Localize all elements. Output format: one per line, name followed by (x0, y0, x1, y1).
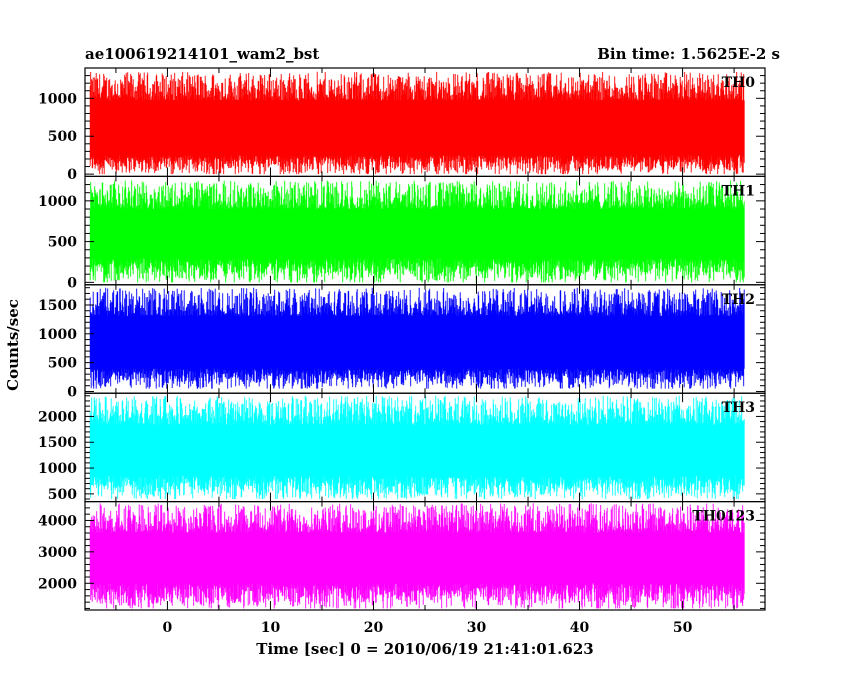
series-trace-th1 (89, 180, 745, 283)
panel-th2: 0 500 1000 1500 TH2 (38, 284, 766, 400)
x-tick-label: 50 (673, 620, 693, 636)
chart-title-right: Bin time: 1.5625E-2 s (597, 45, 780, 63)
y-tick-label: 500 (48, 235, 77, 251)
panel-label-th2: TH2 (722, 292, 755, 308)
panel-label-th0: TH0 (722, 75, 756, 91)
y-tick-label: 3000 (38, 545, 77, 561)
y-tick-label: 500 (48, 356, 77, 372)
x-tick-label: 0 (163, 620, 173, 636)
panel-label-th1: TH1 (722, 183, 755, 199)
y-tick-label: 1000 (38, 194, 77, 210)
y-tick-label: 0 (67, 167, 77, 183)
panel-th3: 500 1000 1500 2000 TH3 (38, 392, 766, 503)
y-tick-label: 4000 (38, 513, 77, 529)
y-tick-label: 0 (67, 384, 77, 400)
x-tick-label: 30 (467, 620, 487, 636)
x-tick-label: 10 (261, 620, 281, 636)
chart-panels: 0 500 1000 TH0 0 500 1000 TH1 0 500 1000 1500 TH2 500… (38, 67, 766, 611)
panel-label-th3: TH3 (722, 400, 755, 416)
panel-th0123: 2000 3000 4000 TH0123 (38, 501, 766, 611)
y-tick-label: 1500 (38, 298, 77, 314)
y-tick-label: 1000 (38, 91, 77, 107)
x-axis-label: Time [sec] 0 = 2010/06/19 21:41:01.623 (256, 640, 593, 658)
panel-label-th0123: TH0123 (692, 509, 755, 525)
y-tick-label: 1000 (38, 327, 77, 343)
y-tick-label: 500 (48, 487, 77, 503)
panel-th0: 0 500 1000 TH0 (38, 67, 766, 183)
x-tick-label: 20 (364, 620, 384, 636)
y-tick-label: 2000 (38, 409, 77, 425)
series-trace-th0123 (89, 503, 745, 609)
y-tick-label: 1500 (38, 435, 77, 451)
y-tick-label: 2000 (38, 576, 77, 592)
y-tick-label: 1000 (38, 461, 77, 477)
y-tick-label: 0 (67, 275, 77, 291)
panel-th1: 0 500 1000 TH1 (38, 175, 766, 291)
chart-title-left: ae100619214101_wam2_bst (85, 45, 319, 63)
y-axis-label: Counts/sec (4, 299, 22, 391)
series-trace-th0 (89, 71, 745, 175)
series-trace-th2 (89, 287, 745, 389)
x-axis: 0 10 20 30 40 50 (163, 620, 693, 636)
x-tick-label: 40 (570, 620, 590, 636)
y-tick-label: 500 (48, 129, 77, 145)
series-trace-th3 (89, 395, 745, 499)
